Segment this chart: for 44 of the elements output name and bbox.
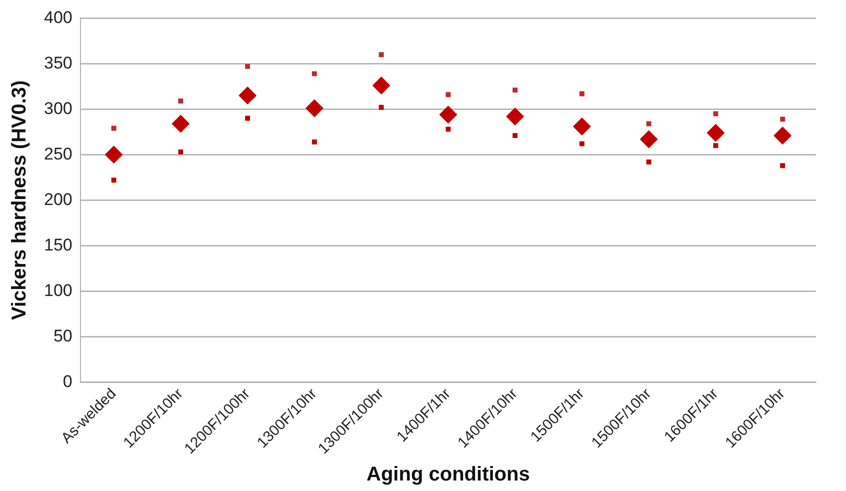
point	[312, 139, 317, 144]
y-tick-label: 100	[44, 280, 72, 300]
y-tick-label: 150	[44, 235, 72, 254]
point	[780, 116, 786, 122]
point	[512, 88, 518, 93]
point	[506, 107, 524, 126]
point	[111, 126, 116, 131]
y-tick-label: 50	[53, 326, 72, 346]
point	[378, 52, 384, 58]
point	[446, 126, 451, 132]
y-axis-title: Vickers hardness (HV0.3)	[8, 80, 31, 320]
point	[572, 117, 591, 136]
y-tick-label: 200	[44, 190, 72, 209]
point	[579, 91, 584, 96]
y-tick-label: 400	[44, 8, 72, 27]
point	[446, 92, 451, 98]
point	[713, 143, 718, 148]
y-tick-label: 300	[44, 98, 72, 118]
point	[378, 104, 384, 110]
y-tick-label: 350	[44, 53, 72, 72]
point	[372, 76, 390, 95]
point	[104, 146, 123, 164]
y-tick-label: 250	[44, 144, 72, 164]
point	[646, 159, 652, 164]
point	[245, 64, 250, 69]
point	[713, 111, 718, 116]
point	[780, 163, 786, 168]
point	[178, 149, 184, 154]
point	[245, 116, 250, 121]
y-tick-label: 0	[62, 372, 72, 391]
point	[178, 98, 184, 104]
point	[512, 133, 518, 138]
point	[640, 130, 658, 148]
point	[305, 99, 324, 118]
x-axis-title: Aging conditions	[366, 464, 530, 486]
point	[439, 106, 458, 124]
point	[774, 126, 792, 145]
point	[111, 178, 116, 183]
point	[238, 86, 257, 105]
point	[172, 114, 190, 133]
point	[579, 141, 584, 146]
point	[646, 121, 652, 126]
point	[706, 124, 725, 142]
point	[312, 71, 317, 76]
